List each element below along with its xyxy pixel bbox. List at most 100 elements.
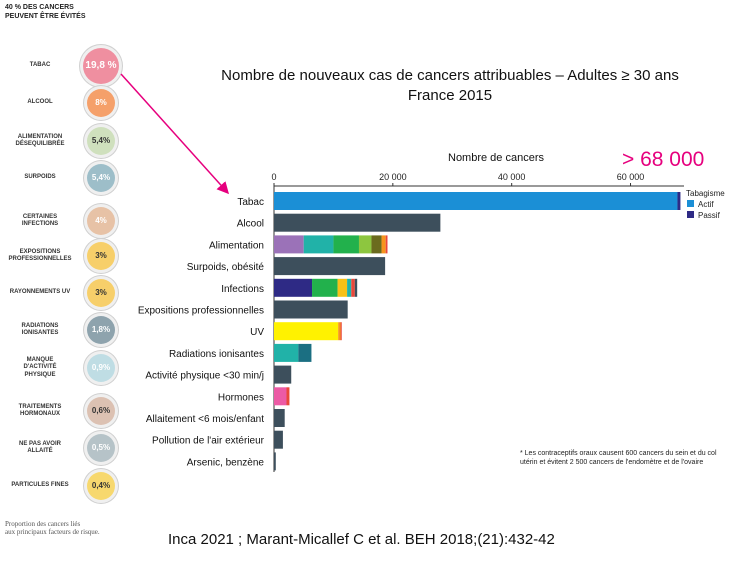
left-footnote-line1: Proportion des cancers liés [5, 520, 81, 528]
bar-segment [274, 409, 285, 427]
bar-segment [274, 192, 678, 210]
factor-value-badge: 0,6% [87, 397, 115, 425]
bar-segment [303, 235, 334, 254]
factor-label-line: RAYONNEMENTS UV [9, 289, 71, 296]
big-number-callout: > 68 000 [622, 148, 705, 171]
factor-value-badge: 19,8 % [83, 48, 119, 84]
bar-segment [381, 235, 386, 254]
risk-factor-list: TABAC 19,8 % ALCOOL 8% ALIMENTATION DÉSEQUILI… [0, 0, 140, 520]
bar-segment [274, 343, 299, 362]
factor-label-line: PROFESSIONNELLES [8, 256, 72, 262]
legend-label: Actif [698, 200, 714, 209]
category-label: Hormones [218, 392, 264, 403]
factor-label: RADIATIONS IONISANTES [0, 323, 80, 338]
factor-label-line: TABAC [29, 62, 51, 69]
factor-label-line: ALCOOL [27, 99, 53, 106]
bar-segment [274, 235, 304, 254]
factor-label: SURPOIDS [0, 174, 80, 182]
bar-segment [338, 322, 341, 341]
category-label: Pollution de l'air extérieur [152, 436, 265, 447]
legend-title: Tabagisme [686, 189, 725, 198]
bar-segment [677, 192, 681, 210]
left-header-line2: PEUVENT ÊTRE ÉVITÉS [5, 13, 86, 20]
category-label: Expositions professionnelles [138, 306, 264, 317]
bar-segment [333, 235, 359, 254]
bar-segment [274, 387, 287, 406]
factor-label-line: INFECTIONS [21, 221, 59, 227]
chart-title-line2: France 2015 [407, 87, 493, 104]
bar-segment [274, 213, 441, 232]
factor-label: PARTICULES FINES [0, 482, 80, 490]
factor-label-line: HORMONAUX [20, 411, 60, 417]
factor-label: TRAITEMENTS HORMONAUX [0, 404, 80, 419]
factor-label-line: CERTAINES [22, 213, 58, 220]
bar-segment [298, 343, 312, 362]
category-label: Tabac [237, 197, 264, 208]
factor-label-line: DÉSEQUILIBRÉE [15, 141, 65, 147]
category-label: Allaitement <6 mois/enfant [146, 414, 264, 425]
legend: Tabagisme Actif Passif [686, 189, 725, 220]
bar-segment [347, 278, 352, 297]
factor-label: RAYONNEMENTS UV [0, 289, 80, 297]
factor-label-line: ALLAITÉ [27, 448, 53, 454]
x-tick-label: 0 [271, 172, 276, 182]
x-axis-ticks: 0 20 000 40 000 60 000 [271, 172, 684, 187]
factor-value-badge: 3% [87, 242, 115, 270]
bar-segment [274, 322, 339, 341]
factor-value-badge: 1,8% [87, 316, 115, 344]
x-axis-label: Nombre de cancers [448, 152, 544, 164]
category-label: Activité physique <30 min/j [145, 371, 264, 382]
source-citation: Inca 2021 ; Marant-Micallef C et al. BEH… [168, 531, 555, 548]
factor-value-badge: 8% [87, 89, 115, 117]
left-footnote: Proportion des cancers liés aux principa… [5, 520, 145, 536]
factor-label-line: SURPOIDS [24, 174, 56, 181]
left-footnote-line2: aux principaux facteurs de risque. [5, 528, 100, 536]
x-tick-label: 60 000 [617, 172, 645, 182]
category-label: Infections [221, 284, 264, 295]
bar-segment [340, 322, 342, 341]
factor-label: ALCOOL [0, 99, 80, 107]
category-label: Alimentation [209, 240, 264, 251]
factor-label-line: PARTICULES FINES [11, 482, 69, 489]
x-tick-label: 40 000 [498, 172, 526, 182]
factor-label-line: ALIMENTATION [17, 133, 63, 140]
bar-segment [337, 278, 348, 297]
chart-title: Nombre de nouveaux cas de cancers attrib… [170, 66, 730, 106]
factor-label: NE PAS AVOIR ALLAITÉ [0, 441, 80, 456]
factor-value-badge: 5,4% [87, 127, 115, 155]
factor-label-line: D'ACTIVITÉ [23, 364, 57, 371]
bar-segment [274, 452, 276, 471]
left-panel-header: 40 % DES CANCERS PEUVENT ÊTRE ÉVITÉS [5, 3, 105, 21]
factor-value-badge: 0,4% [87, 472, 115, 500]
factor-label-line: EXPOSITIONS [19, 248, 61, 255]
factor-value-badge: 0,9% [87, 354, 115, 382]
legend-label: Passif [698, 211, 721, 220]
left-header-line1: 40 % DES CANCERS [5, 4, 74, 11]
x-tick-label: 20 000 [379, 172, 407, 182]
category-label: Alcool [237, 219, 264, 230]
bar-segment [286, 387, 290, 406]
factor-value-badge: 4% [87, 207, 115, 235]
factor-value-badge: 5,4% [87, 164, 115, 192]
category-label: Surpoids, obésité [187, 262, 265, 273]
bar-segment [274, 430, 283, 449]
bar-segment [274, 300, 348, 319]
factor-label-line: TRAITEMENTS [18, 403, 62, 410]
bar-segment [312, 278, 338, 297]
factor-label: MANQUE D'ACTIVITÉ PHYSIQUE [0, 357, 80, 380]
legend-swatch [687, 211, 694, 218]
factor-label: TABAC [0, 62, 80, 70]
factor-label-line: PHYSIQUE [24, 371, 56, 378]
bar-segment [274, 365, 292, 384]
bar-segment [354, 278, 358, 297]
category-labels: Tabac Alcool Alimentation Surpoids, obésité… [138, 197, 265, 468]
category-label: Radiations ionisantes [169, 349, 264, 360]
factor-label: ALIMENTATION DÉSEQUILIBRÉE [0, 134, 80, 149]
bar-segment [351, 278, 355, 297]
bars-group [274, 192, 681, 471]
bar-segment [371, 235, 382, 254]
factor-value-badge: 0,5% [87, 434, 115, 462]
bar-segment [358, 235, 372, 254]
bar-segment [274, 278, 313, 297]
